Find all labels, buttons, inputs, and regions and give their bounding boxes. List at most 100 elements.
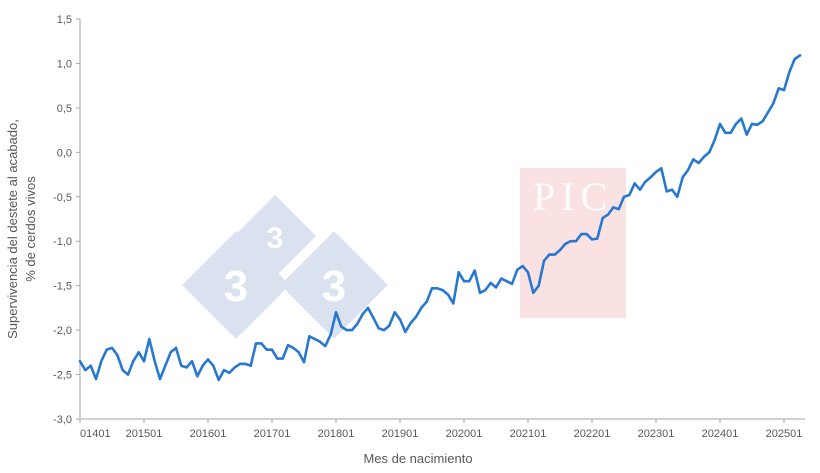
data-point: [548, 253, 551, 256]
data-point: [116, 353, 119, 357]
data-point: [654, 170, 658, 174]
data-point: [772, 102, 775, 105]
data-point: [153, 360, 156, 363]
data-point: [644, 180, 647, 183]
data-point: [702, 155, 706, 158]
x-tick-label: 01401: [80, 428, 111, 440]
data-point: [681, 176, 684, 179]
x-tick-label: 201901: [382, 428, 419, 440]
data-point: [137, 351, 140, 354]
watermark-333-logo: 3 3 3: [182, 194, 388, 339]
data-point: [457, 271, 460, 274]
y-tick-labels: -3,0 -2,5 -2,0 -1,5 -1,0 -0,5 0,0 0,5 1,0 1,5: [53, 14, 80, 426]
data-point: [617, 208, 620, 211]
x-tick-label: 202001: [446, 428, 483, 440]
data-point: [148, 337, 151, 341]
data-point: [164, 364, 167, 367]
data-point: [564, 242, 567, 246]
data-point: [345, 328, 348, 332]
data-point: [201, 364, 204, 367]
data-point: [276, 357, 279, 360]
data-point: [286, 344, 290, 347]
y-tick-label: -2,5: [53, 370, 72, 382]
data-point: [180, 364, 183, 367]
y-axis-title-line1: Supervivencia del destete al acabado,: [5, 119, 20, 339]
data-point: [638, 188, 642, 191]
data-point: [142, 360, 146, 363]
data-point: [505, 280, 508, 283]
data-point: [158, 377, 162, 381]
data-point: [510, 282, 514, 286]
watermark-pic-text: PIC: [533, 174, 613, 219]
x-tick-labels: 01401 201501 201601 201701 201801 201901 20200…: [79, 419, 802, 440]
data-point: [281, 357, 284, 360]
y-tick-label: 1,5: [57, 14, 72, 26]
data-point: [713, 138, 716, 142]
data-point: [430, 287, 434, 290]
data-point: [329, 333, 332, 336]
data-point: [756, 123, 759, 127]
data-point: [292, 346, 295, 350]
data-point: [745, 133, 748, 136]
data-point: [233, 366, 236, 369]
data-point: [372, 316, 375, 319]
data-point: [302, 360, 306, 364]
data-point: [260, 342, 263, 345]
data-point: [489, 281, 492, 285]
data-point: [484, 288, 487, 292]
data-point: [585, 232, 588, 236]
data-point: [121, 368, 124, 372]
x-axis-title: Mes de nacimiento: [363, 451, 472, 466]
data-point: [238, 362, 242, 366]
data-point: [462, 280, 466, 283]
data-point: [249, 364, 252, 367]
watermark-digit: 3: [224, 262, 248, 311]
y-tick-label: 0,0: [57, 147, 72, 159]
data-point: [633, 182, 636, 185]
data-point: [206, 358, 210, 361]
data-point: [84, 368, 87, 372]
data-point: [196, 375, 199, 378]
data-point: [132, 360, 135, 363]
y-tick-label: -1,5: [53, 281, 72, 293]
data-point: [590, 238, 594, 241]
x-tick-label: 202401: [702, 428, 739, 440]
data-point: [446, 293, 450, 296]
data-point: [777, 87, 780, 90]
data-point: [670, 188, 674, 191]
data-point: [334, 311, 338, 314]
data-point: [190, 360, 194, 363]
data-point: [350, 328, 354, 332]
data-point: [761, 120, 764, 123]
data-point: [414, 315, 418, 318]
data-point: [340, 325, 343, 328]
y-tick-label: 1,0: [57, 58, 72, 70]
data-point: [217, 378, 220, 382]
data-point: [265, 348, 268, 351]
data-point: [270, 348, 274, 351]
data-point: [692, 158, 695, 161]
series-line: [78, 54, 802, 382]
data-point: [393, 311, 396, 314]
x-tick-label: 201801: [318, 428, 355, 440]
data-point: [420, 306, 423, 310]
x-tick-label: 202201: [574, 428, 611, 440]
y-tick-label: 0,5: [57, 103, 72, 115]
watermark-pic-logo: PIC: [520, 168, 626, 318]
data-point: [222, 368, 226, 372]
data-point: [126, 373, 130, 376]
data-point: [185, 366, 188, 369]
data-point: [606, 213, 610, 216]
data-point: [78, 360, 82, 363]
y-axis-title-line2: % de cerdos vivos: [23, 176, 38, 282]
data-point: [452, 302, 455, 305]
data-point: [686, 168, 690, 172]
watermark-digit: 3: [267, 222, 284, 255]
data-point: [436, 287, 439, 290]
data-point: [750, 122, 754, 126]
data-point: [526, 271, 530, 274]
x-tick-label: 202101: [510, 428, 547, 440]
data-point: [665, 190, 668, 193]
data-point: [308, 335, 311, 338]
data-point: [660, 167, 663, 170]
